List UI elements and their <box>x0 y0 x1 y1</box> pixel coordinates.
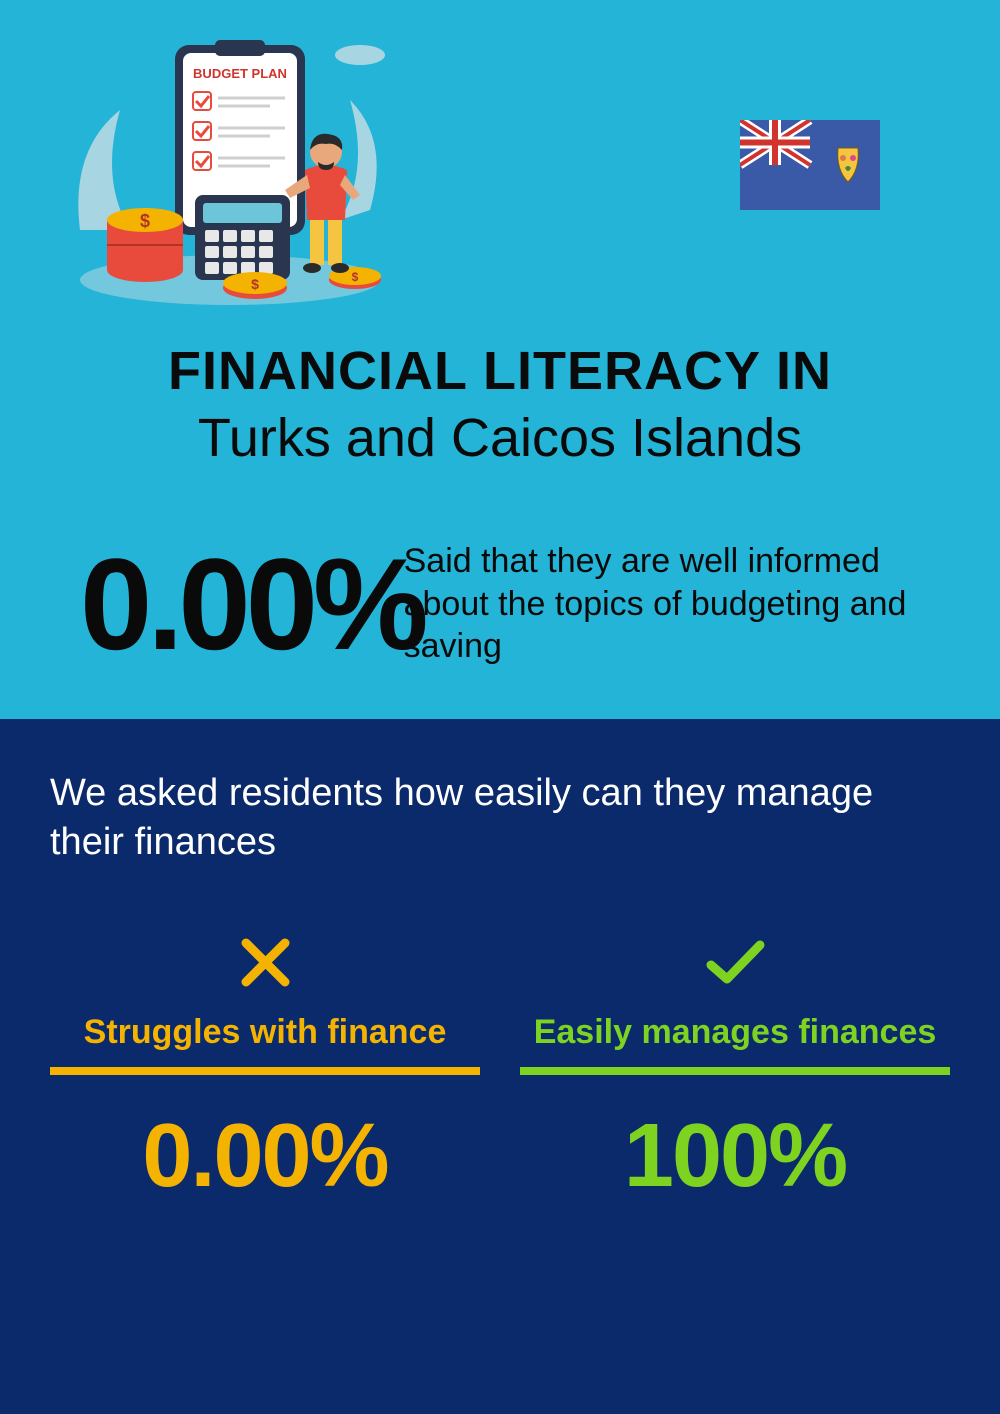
infographic-page: BUDGET PLAN <box>0 0 1000 1414</box>
svg-text:$: $ <box>251 276 259 292</box>
main-stat-description: Said that they are well informed about t… <box>404 540 920 668</box>
title-line-2: Turks and Caicos Islands <box>60 407 940 469</box>
calculator-screen <box>203 203 282 223</box>
main-stat-percent: 0.00% <box>80 539 424 669</box>
top-section: BUDGET PLAN <box>0 0 1000 719</box>
coin-stack: $ <box>107 208 183 282</box>
svg-text:$: $ <box>140 211 150 231</box>
survey-question: We asked residents how easily can they m… <box>50 769 950 868</box>
svg-text:$: $ <box>352 270 359 284</box>
main-stat-row: 0.00% Said that they are well informed a… <box>60 539 940 669</box>
union-jack <box>740 120 810 165</box>
cross-icon <box>50 928 480 998</box>
struggles-label: Struggles with finance <box>50 1013 480 1052</box>
struggles-percent: 0.00% <box>50 1105 480 1208</box>
flag-turks-caicos <box>740 120 880 210</box>
clipboard-title: BUDGET PLAN <box>193 66 287 81</box>
clipboard-clip <box>215 40 265 56</box>
check-icon <box>520 928 950 998</box>
manages-label: Easily manages finances <box>520 1013 950 1052</box>
header-row: BUDGET PLAN <box>60 30 940 310</box>
manages-divider <box>520 1067 950 1075</box>
struggles-column: Struggles with finance 0.00% <box>50 928 480 1208</box>
budget-illustration: BUDGET PLAN <box>60 30 400 310</box>
manages-percent: 100% <box>520 1105 950 1208</box>
title-line-1: FINANCIAL LITERACY IN <box>60 340 940 402</box>
cloud-icon <box>335 45 385 65</box>
bottom-section: We asked residents how easily can they m… <box>0 719 1000 1414</box>
comparison-columns: Struggles with finance 0.00% Easily mana… <box>50 928 950 1208</box>
struggles-divider <box>50 1067 480 1075</box>
manages-column: Easily manages finances 100% <box>520 928 950 1208</box>
title-block: FINANCIAL LITERACY IN Turks and Caicos I… <box>60 340 940 469</box>
